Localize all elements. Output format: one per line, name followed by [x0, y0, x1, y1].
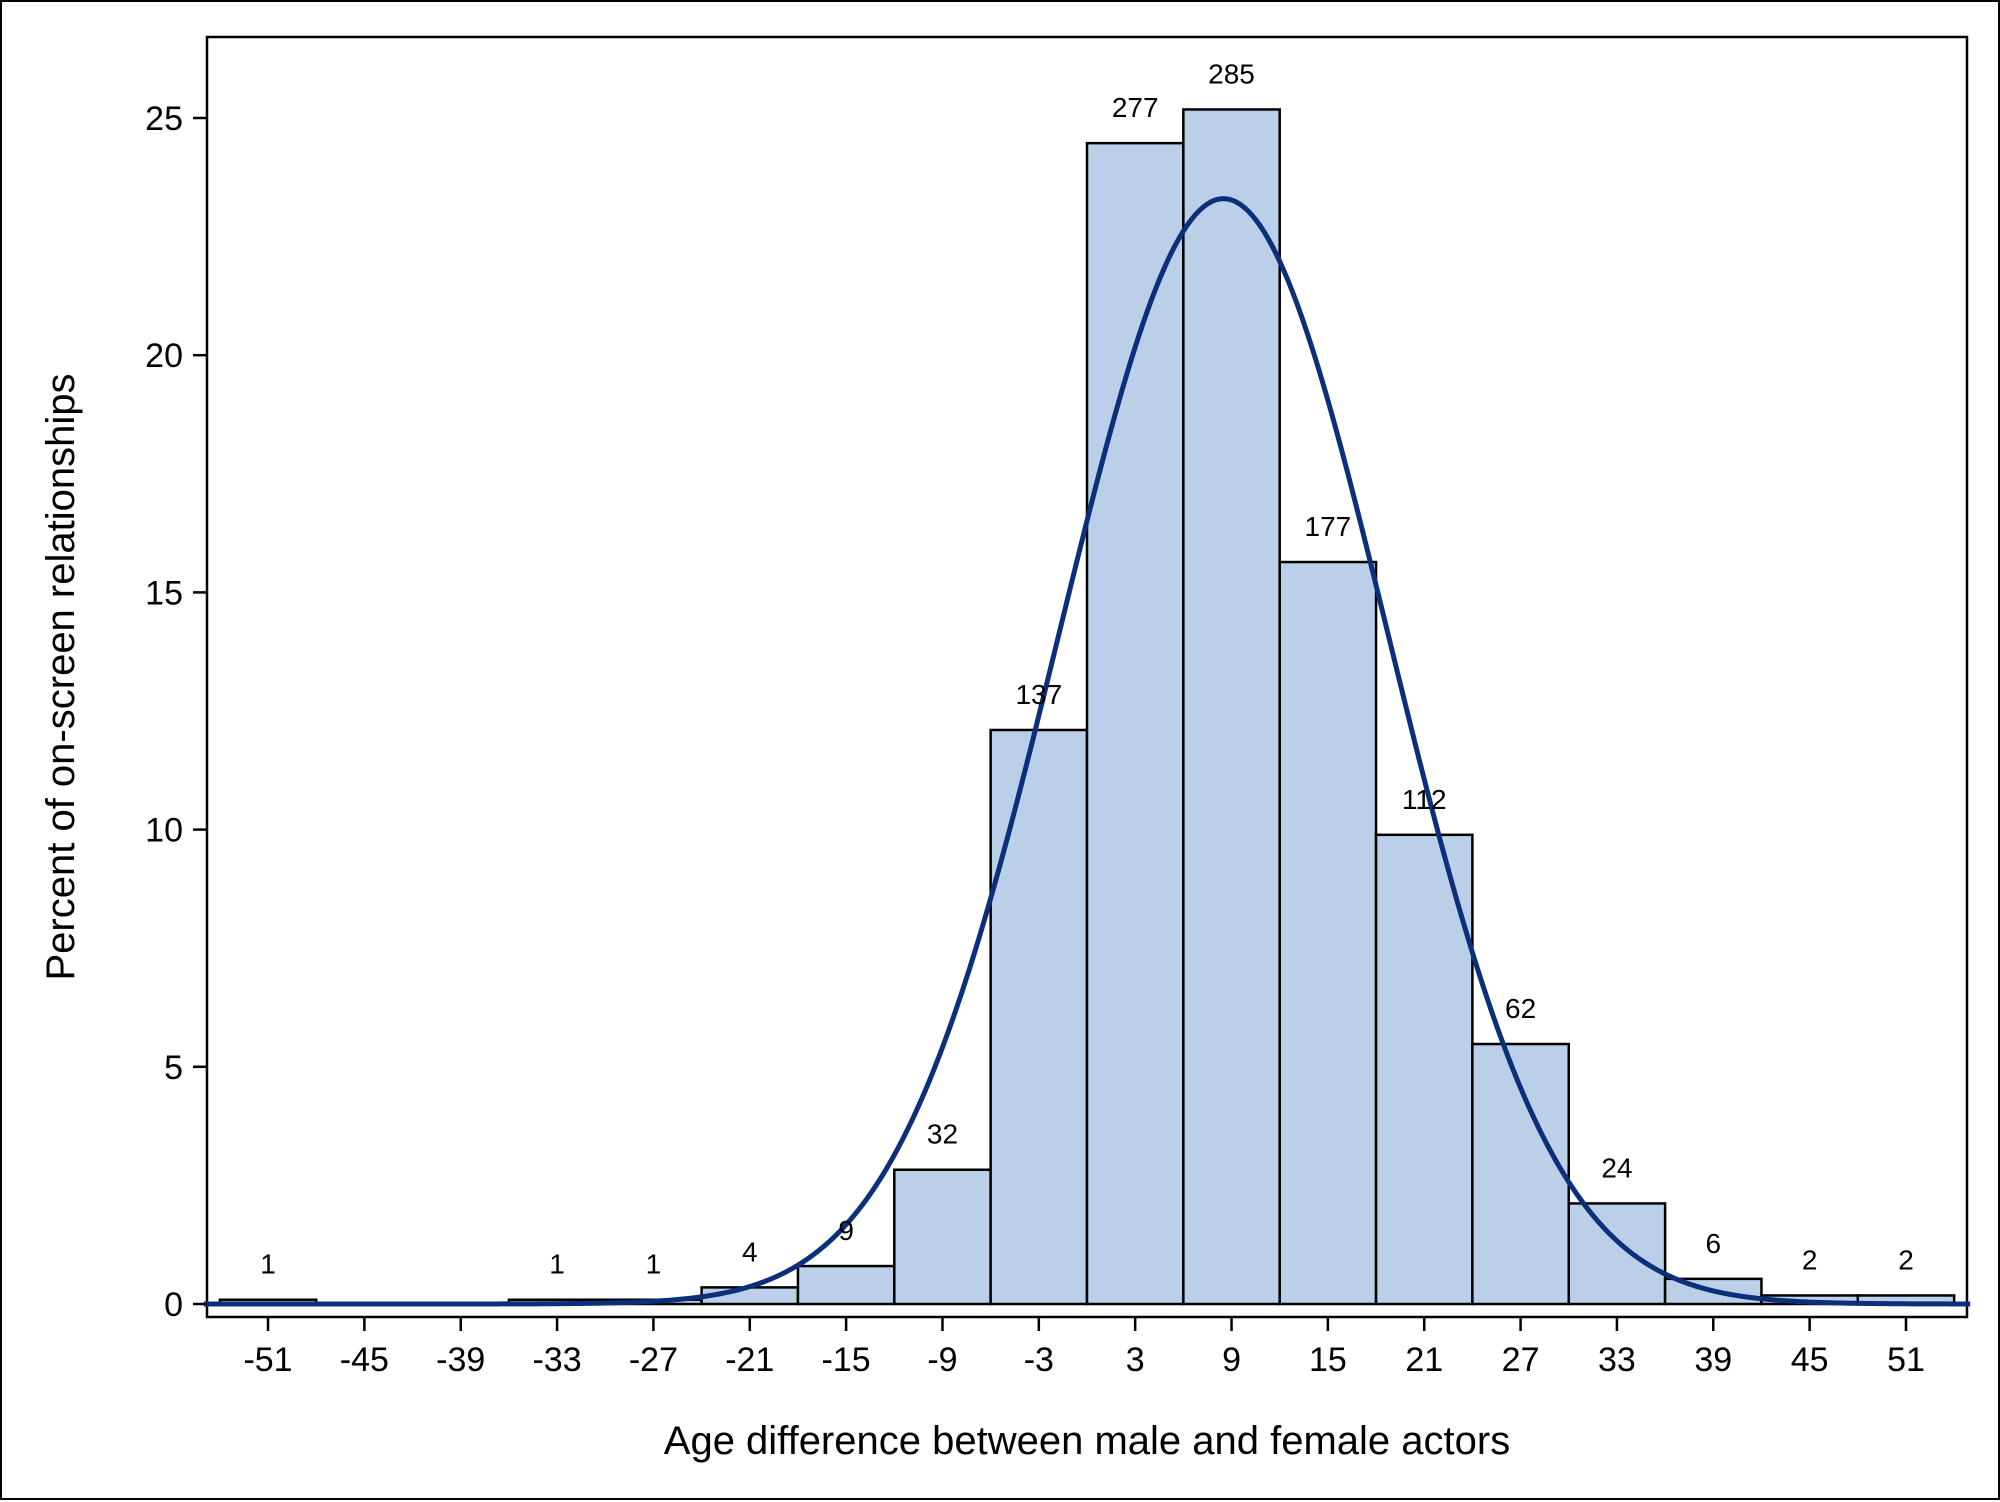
x-tick-label: 33 [1598, 1341, 1636, 1379]
bar-label-9: 285 [1208, 58, 1255, 89]
x-tick-label: 21 [1405, 1341, 1443, 1379]
bar-label--9: 32 [927, 1119, 958, 1150]
x-tick-label: -3 [1024, 1341, 1054, 1379]
y-tick-label: 20 [145, 337, 183, 375]
x-tick-label: -33 [532, 1341, 581, 1379]
bar-label-39: 6 [1705, 1228, 1721, 1259]
bar-3 [1085, 141, 1185, 1306]
x-tick-label: 51 [1887, 1341, 1925, 1379]
bars-group [218, 108, 1956, 1306]
x-tick-label: -9 [927, 1341, 957, 1379]
x-tick-label: -39 [436, 1341, 485, 1379]
x-axis: -51 -45 -39 -33 -27 -21 -15 -9 -3 3 9 15 21 27 33 39 45 5… [243, 1317, 1925, 1379]
x-tick-label: -51 [243, 1341, 292, 1379]
x-tick-label: 45 [1791, 1341, 1829, 1379]
bar--9 [893, 1168, 992, 1306]
x-tick-label: 15 [1309, 1341, 1347, 1379]
y-tick-label: 15 [145, 574, 183, 612]
bar-label-21: 112 [1402, 784, 1447, 815]
x-tick-label: 9 [1222, 1341, 1241, 1379]
x-tick-label: -27 [629, 1341, 678, 1379]
bar--3 [989, 728, 1089, 1306]
bar-label-3: 277 [1112, 92, 1159, 123]
normal-curve [203, 196, 1971, 1307]
bar-9 [1182, 108, 1281, 1306]
x-tick-label: -15 [822, 1341, 871, 1379]
bar-label-51: 2 [1898, 1244, 1914, 1275]
y-tick-label: 10 [145, 812, 183, 850]
bar-label-27: 62 [1505, 993, 1536, 1024]
bar-label--15: 9 [838, 1215, 854, 1246]
bar-label--3: 137 [1015, 679, 1062, 710]
x-tick-label: -21 [725, 1341, 774, 1379]
y-tick-label: 5 [164, 1049, 183, 1087]
x-axis-title: Age difference between male and female a… [664, 1419, 1510, 1463]
x-tick-label: -45 [340, 1341, 389, 1379]
bar-label-45: 2 [1802, 1244, 1818, 1275]
bar-label--33: 1 [549, 1249, 565, 1280]
bar-label--27: 1 [646, 1249, 662, 1280]
bar-label--21: 4 [742, 1236, 758, 1267]
y-axis-title: Percent of on-screen relationships [39, 374, 83, 981]
bar-label-33: 24 [1601, 1152, 1632, 1183]
bar-label-15: 177 [1305, 511, 1352, 542]
y-tick-label: 0 [164, 1286, 183, 1324]
bar-15 [1278, 560, 1378, 1306]
y-tick-label: 25 [145, 100, 183, 138]
x-tick-label: 3 [1126, 1341, 1145, 1379]
x-tick-label: 27 [1502, 1341, 1540, 1379]
bar-21 [1374, 833, 1474, 1306]
bar-33 [1567, 1202, 1667, 1306]
x-tick-label: 39 [1694, 1341, 1732, 1379]
bar--15 [796, 1264, 896, 1306]
curve-group [203, 196, 1971, 1307]
y-axis: 0 5 10 15 20 25 [145, 100, 207, 1324]
bar-label--51: 1 [260, 1249, 276, 1280]
